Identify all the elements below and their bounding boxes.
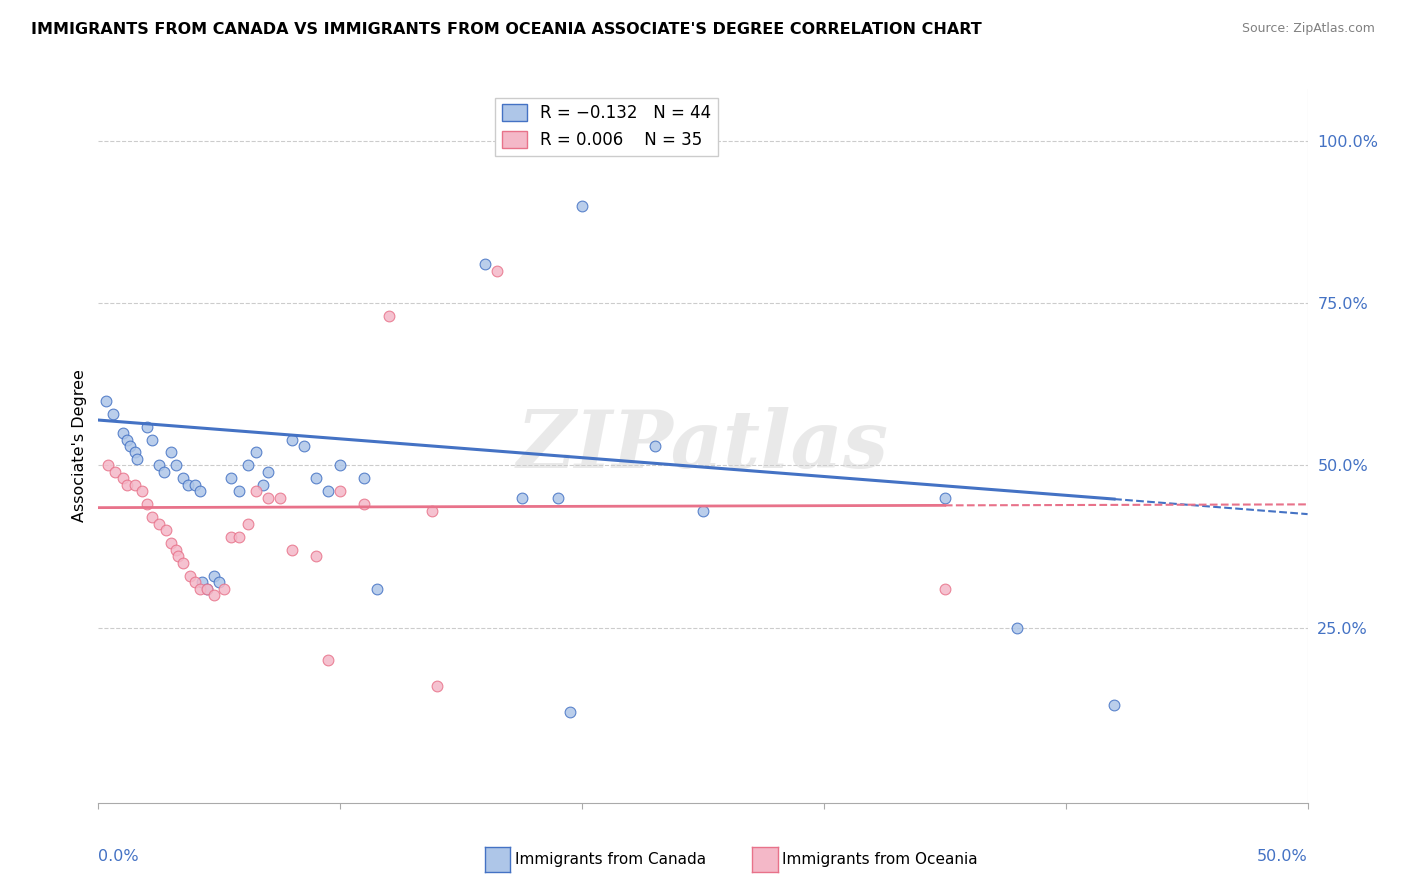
Point: [571, 199, 593, 213]
Point: [934, 491, 956, 505]
Point: [172, 556, 194, 570]
Point: [252, 478, 274, 492]
Point: [188, 484, 211, 499]
Point: [238, 458, 260, 473]
Point: [148, 458, 170, 473]
Point: [353, 497, 375, 511]
Text: Immigrants from Canada: Immigrants from Canada: [515, 853, 706, 867]
Text: Immigrants from Oceania: Immigrants from Oceania: [782, 853, 977, 867]
Point: [208, 575, 231, 590]
Point: [558, 705, 581, 719]
Text: Source: ZipAtlas.com: Source: ZipAtlas.com: [1241, 22, 1375, 36]
Point: [117, 478, 139, 492]
Point: [269, 491, 291, 505]
Point: [135, 497, 157, 511]
Point: [152, 465, 174, 479]
Point: [212, 582, 235, 596]
Point: [111, 471, 134, 485]
Point: [547, 491, 569, 505]
Point: [188, 582, 211, 596]
Point: [148, 516, 170, 531]
Point: [101, 407, 124, 421]
Y-axis label: Associate's Degree: Associate's Degree: [72, 369, 87, 523]
Point: [486, 264, 509, 278]
Point: [160, 536, 183, 550]
Point: [124, 445, 146, 459]
Point: [195, 582, 218, 596]
Text: 50.0%: 50.0%: [1257, 849, 1308, 864]
Point: [195, 582, 218, 596]
Point: [221, 530, 243, 544]
Point: [118, 439, 141, 453]
Point: [292, 439, 315, 453]
Point: [256, 491, 278, 505]
Text: IMMIGRANTS FROM CANADA VS IMMIGRANTS FROM OCEANIA ASSOCIATE'S DEGREE CORRELATION: IMMIGRANTS FROM CANADA VS IMMIGRANTS FRO…: [31, 22, 981, 37]
Point: [191, 575, 214, 590]
Point: [172, 471, 194, 485]
Point: [94, 393, 117, 408]
Point: [329, 458, 352, 473]
Point: [184, 575, 207, 590]
Point: [474, 257, 496, 271]
Point: [305, 549, 328, 564]
Point: [426, 679, 449, 693]
Point: [238, 516, 260, 531]
Point: [160, 445, 183, 459]
Legend: R = −0.132   N = 44, R = 0.006    N = 35: R = −0.132 N = 44, R = 0.006 N = 35: [495, 97, 717, 155]
Point: [155, 524, 177, 538]
Point: [221, 471, 243, 485]
Point: [131, 484, 153, 499]
Point: [167, 549, 190, 564]
Point: [1102, 698, 1125, 713]
Point: [141, 433, 163, 447]
Point: [281, 542, 304, 557]
Point: [204, 568, 226, 582]
Point: [256, 465, 278, 479]
Point: [117, 433, 139, 447]
Point: [692, 504, 714, 518]
Point: [165, 542, 187, 557]
Text: ZIPatlas: ZIPatlas: [517, 408, 889, 484]
Point: [316, 484, 339, 499]
Point: [141, 510, 163, 524]
Point: [228, 530, 250, 544]
Point: [124, 478, 146, 492]
Point: [316, 653, 339, 667]
Point: [377, 310, 399, 324]
Point: [420, 504, 443, 518]
Point: [245, 445, 267, 459]
Point: [97, 458, 120, 473]
Point: [135, 419, 157, 434]
Point: [111, 425, 134, 440]
Point: [127, 452, 149, 467]
Point: [177, 478, 200, 492]
Point: [644, 439, 666, 453]
Point: [104, 465, 127, 479]
Text: 0.0%: 0.0%: [98, 849, 139, 864]
Point: [184, 478, 207, 492]
Point: [366, 582, 388, 596]
Point: [329, 484, 352, 499]
Point: [165, 458, 187, 473]
Point: [228, 484, 250, 499]
Point: [305, 471, 328, 485]
Point: [353, 471, 375, 485]
Point: [934, 582, 956, 596]
Point: [245, 484, 267, 499]
Point: [1007, 621, 1029, 635]
Point: [281, 433, 304, 447]
Point: [510, 491, 533, 505]
Point: [204, 588, 226, 602]
Point: [179, 568, 201, 582]
